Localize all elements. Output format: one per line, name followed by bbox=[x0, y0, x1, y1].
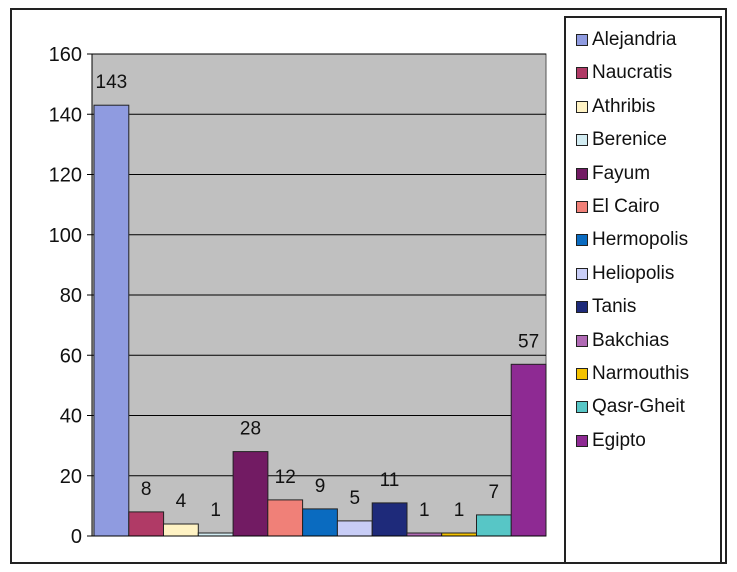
data-label: 11 bbox=[380, 470, 400, 491]
bar-alejandria bbox=[93, 104, 130, 537]
data-label: 1 bbox=[454, 500, 465, 521]
data-label: 57 bbox=[518, 331, 539, 352]
legend-swatch bbox=[576, 368, 588, 380]
legend-label: Hermopolis bbox=[592, 229, 689, 251]
legend-label: Egipto bbox=[592, 429, 646, 451]
gridlines bbox=[92, 53, 546, 477]
legend-label: Athribis bbox=[592, 95, 656, 117]
legend-swatch bbox=[576, 401, 588, 414]
legend-label: Tanis bbox=[592, 296, 637, 318]
bar-qasr-gheit bbox=[476, 514, 512, 537]
legend-item: Fayum bbox=[576, 162, 650, 186]
legend: Alejandria Naucratis Athribis Berenice Fayum… bbox=[564, 16, 722, 564]
legend-label: Narmouthis bbox=[592, 363, 690, 384]
legend-item: Bakchias bbox=[576, 329, 669, 353]
y-tick-label: 160 bbox=[49, 44, 82, 66]
y-tick-label: 20 bbox=[60, 466, 82, 488]
y-tick-label: 60 bbox=[60, 345, 82, 367]
legend-swatch bbox=[576, 201, 588, 213]
bar-tanis bbox=[371, 502, 408, 537]
legend-label: Bakchias bbox=[592, 329, 670, 351]
legend-item: Narmouthis bbox=[576, 362, 689, 386]
legend-item: Berenice bbox=[576, 128, 667, 152]
legend-swatch bbox=[576, 301, 588, 314]
bar-fayum bbox=[232, 451, 269, 537]
y-tick-label: 80 bbox=[60, 285, 82, 307]
y-tick-label: 140 bbox=[49, 104, 82, 126]
data-label: 1 bbox=[210, 500, 221, 521]
legend-label: Heliopolis bbox=[592, 262, 675, 284]
legend-item: Hermopolis bbox=[576, 228, 688, 252]
legend-item: Egipto bbox=[576, 429, 646, 453]
data-label: 8 bbox=[141, 479, 152, 500]
y-axis-ticks: 0 20 40 60 80 100 120 140 160 bbox=[49, 44, 92, 548]
legend-swatch bbox=[576, 134, 588, 147]
bar-athribis bbox=[163, 523, 199, 537]
legend-label: Fayum bbox=[592, 162, 651, 184]
legend-item: Heliopolis bbox=[576, 262, 674, 286]
y-tick-label: 0 bbox=[71, 526, 82, 548]
legend-item: Athribis bbox=[576, 95, 655, 119]
legend-label: Naucratis bbox=[592, 62, 673, 84]
legend-swatch bbox=[576, 67, 588, 80]
legend-label: Qasr-Gheit bbox=[592, 396, 685, 418]
bar-el-cairo bbox=[267, 499, 304, 537]
data-label: 9 bbox=[315, 476, 326, 497]
legend-item: Qasr-Gheit bbox=[576, 395, 685, 419]
data-label: 1 bbox=[419, 500, 430, 521]
data-label: 28 bbox=[240, 419, 261, 440]
data-label: 12 bbox=[275, 467, 296, 488]
legend-item: Naucratis bbox=[576, 61, 672, 85]
y-tick-label: 40 bbox=[60, 406, 82, 428]
legend-item: El Cairo bbox=[576, 195, 660, 219]
bar-heliopolis bbox=[336, 520, 373, 537]
data-label: 7 bbox=[489, 482, 500, 503]
legend-swatch bbox=[576, 167, 588, 180]
bar-naucratis bbox=[128, 511, 165, 537]
y-tick-label: 100 bbox=[49, 225, 82, 247]
data-label: 4 bbox=[176, 491, 187, 512]
legend-swatch bbox=[576, 267, 588, 280]
legend-label: El Cairo bbox=[592, 196, 660, 217]
bar-hermopolis bbox=[302, 508, 338, 537]
legend-label: Alejandria bbox=[592, 29, 677, 50]
legend-label: Berenice bbox=[592, 129, 667, 151]
legend-item: Alejandria bbox=[576, 28, 677, 52]
bar-egipto bbox=[510, 363, 547, 537]
legend-item: Tanis bbox=[576, 295, 636, 319]
legend-swatch bbox=[576, 334, 588, 347]
legend-swatch bbox=[576, 34, 588, 46]
legend-swatch bbox=[576, 100, 588, 113]
data-label: 5 bbox=[350, 488, 361, 509]
legend-swatch bbox=[576, 234, 588, 247]
data-label: 143 bbox=[96, 72, 128, 93]
legend-swatch bbox=[576, 434, 588, 447]
y-tick-label: 120 bbox=[49, 165, 82, 187]
